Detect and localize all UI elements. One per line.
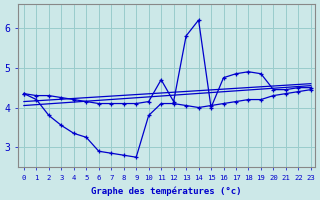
- X-axis label: Graphe des températures (°c): Graphe des températures (°c): [91, 186, 241, 196]
